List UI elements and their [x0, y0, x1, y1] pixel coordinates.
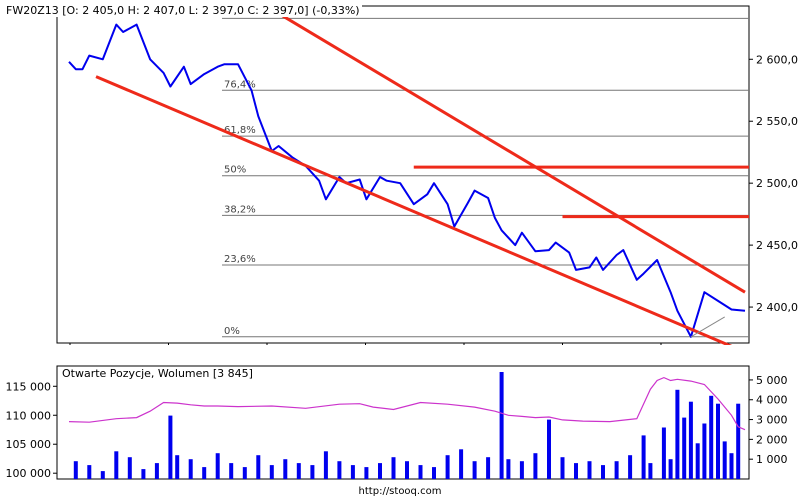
right-tick-label: 2 000	[756, 433, 788, 446]
volume-chart-title: Otwarte Pozycje, Wolumen [3 845]	[60, 367, 255, 380]
right-tick-label: 1 000	[756, 453, 788, 466]
right-tick-label: 3 000	[756, 414, 788, 427]
y-tick-label: 2 450,0	[756, 239, 798, 252]
volume-bar	[391, 457, 396, 479]
volume-bar	[242, 467, 247, 479]
open-interest-line	[68, 376, 746, 431]
volume-bar	[675, 389, 680, 479]
volume-bar	[472, 461, 477, 479]
volume-bar	[323, 451, 328, 479]
volume-bar	[141, 469, 146, 479]
left-tick-label: 115 000	[6, 380, 52, 393]
volume-bar	[405, 461, 409, 479]
left-tick-label: 105 000	[6, 438, 52, 451]
volume-bar	[418, 465, 423, 479]
volume-bar	[682, 417, 687, 479]
lower-channel-line	[95, 75, 733, 345]
fib-level-label: 50%	[224, 165, 246, 176]
upper-channel-line	[277, 12, 746, 294]
volume-bar	[188, 459, 193, 479]
fib-level-label: 23,6%	[224, 254, 256, 265]
volume-bar	[256, 455, 261, 479]
y-tick-label: 2 600,0	[756, 53, 798, 66]
volume-bar	[574, 463, 578, 479]
volume-bar	[459, 449, 464, 479]
volume-bar	[519, 461, 524, 479]
volume-bar	[432, 467, 436, 479]
volume-bar	[560, 457, 565, 479]
volume-bar	[229, 463, 234, 479]
y-tick-label: 2 500,0	[756, 177, 798, 190]
volume-bar	[378, 463, 382, 479]
fib-level-label: 0%	[224, 326, 240, 337]
volume-bar	[114, 451, 119, 479]
volume-bar	[547, 419, 551, 479]
volume-bar	[709, 395, 714, 479]
volume-bar	[127, 457, 132, 479]
volume-bar	[587, 461, 592, 479]
volume-bar	[283, 459, 288, 479]
price-chart: 2013-11-212013-11-262013-11-292013-12-04…	[56, 5, 798, 345]
volume-bar	[601, 465, 605, 479]
volume-bar	[688, 401, 693, 479]
right-tick-label: 5 000	[756, 374, 788, 387]
volume-bar	[668, 459, 673, 479]
volume-bar	[648, 463, 653, 479]
volume-bar	[722, 441, 727, 479]
volume-bar	[499, 372, 504, 479]
volume-bar	[736, 403, 741, 479]
volume-bar	[661, 427, 666, 479]
volume-bar	[100, 471, 105, 479]
right-tick-label: 4 000	[756, 394, 788, 407]
price-chart-title: FW20Z13 [O: 2 405,0 H: 2 407,0 L: 2 397,…	[4, 4, 362, 17]
volume-bar	[364, 467, 369, 479]
y-tick-label: 2 550,0	[756, 115, 798, 128]
volume-bar	[350, 465, 355, 479]
fib-level-label: 38,2%	[224, 204, 256, 215]
volume-bar	[296, 463, 301, 479]
volume-bar	[533, 453, 538, 479]
volume-bar	[716, 403, 720, 479]
left-tick-label: 110 000	[6, 409, 52, 422]
volume-bar	[729, 453, 734, 479]
volume-bar	[175, 455, 180, 479]
price-series-line	[68, 23, 746, 338]
volume-bar	[168, 415, 173, 479]
volume-bar	[202, 467, 207, 479]
left-tick-label: 100 000	[6, 467, 52, 480]
volume-bar	[73, 461, 78, 479]
volume-bar	[215, 453, 220, 479]
volume-bar	[445, 455, 450, 479]
volume-bar	[614, 461, 619, 479]
fib-level-label: 61,8%	[224, 125, 256, 136]
fib-level-label: 76,4%	[224, 79, 256, 90]
support-segment-line	[690, 316, 725, 338]
volume-bar	[337, 461, 342, 479]
volume-bar	[702, 423, 707, 479]
volume-bar	[154, 463, 159, 479]
volume-bar	[506, 459, 511, 479]
stooq-link[interactable]: http://stooq.com	[358, 486, 442, 497]
volume-bar	[628, 455, 633, 479]
volume-bar	[486, 457, 491, 479]
volume-bar	[695, 443, 700, 479]
y-tick-label: 2 400,0	[756, 301, 798, 314]
volume-bar	[641, 435, 646, 479]
volume-bar	[310, 465, 315, 479]
volume-bar	[87, 465, 92, 479]
volume-bar	[269, 465, 274, 479]
plot-frame	[56, 5, 750, 344]
